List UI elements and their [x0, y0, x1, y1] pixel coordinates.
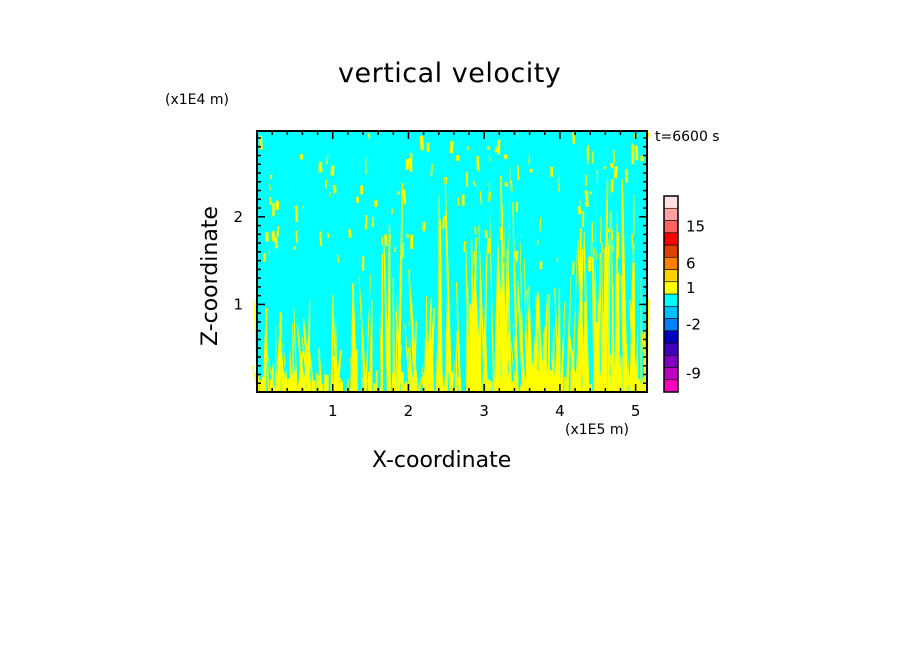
colorbar-bin	[663, 367, 679, 381]
time-label: t=6600 s	[655, 129, 720, 145]
x-tick-label: 4	[555, 402, 565, 420]
x-axis-label: X-coordinate	[372, 448, 512, 473]
x-unit-label: (x1E5 m)	[565, 422, 629, 438]
plot-frame	[256, 130, 648, 393]
y-tick-label: 1	[233, 295, 243, 313]
colorbar-tick-label: -9	[686, 365, 701, 383]
colorbar-bin	[663, 330, 679, 344]
y-tick-label: 2	[233, 208, 243, 226]
colorbar-tick-label: 6	[686, 254, 696, 272]
colorbar: -9 -2 1 6 15	[663, 195, 705, 393]
colorbar-bin	[663, 293, 679, 307]
colorbar-frame	[663, 195, 679, 393]
colorbar-tick-label: -2	[686, 316, 701, 334]
colorbar-bin	[663, 256, 679, 270]
colorbar-bin	[663, 220, 679, 234]
colorbar-bin	[663, 207, 679, 221]
z-unit-label: (x1E4 m)	[165, 92, 229, 108]
colorbar-bin	[663, 232, 679, 246]
colorbar-bin	[663, 269, 679, 283]
colorbar-bin	[663, 195, 679, 209]
colorbar-bin	[663, 244, 679, 258]
colorbar-bin	[663, 379, 679, 393]
colorbar-tick-label: 15	[686, 218, 705, 236]
x-axis: 1 2 3 4 5	[271, 131, 641, 420]
x-tick-label: 3	[479, 402, 489, 420]
colorbar-bin	[663, 305, 679, 319]
x-tick-label: 5	[631, 402, 641, 420]
updraft-streaks	[251, 131, 650, 393]
colorbar-bin	[663, 318, 679, 332]
colorbar-bin	[663, 342, 679, 356]
velocity-field	[251, 131, 650, 393]
colorbar-bin	[663, 354, 679, 368]
x-tick-label: 2	[404, 402, 414, 420]
colorbar-bin	[663, 281, 679, 295]
x-tick-label: 1	[328, 402, 338, 420]
chart-title: vertical velocity	[338, 58, 562, 89]
colorbar-tick-label: 1	[686, 279, 696, 297]
y-axis: 12	[233, 137, 647, 384]
